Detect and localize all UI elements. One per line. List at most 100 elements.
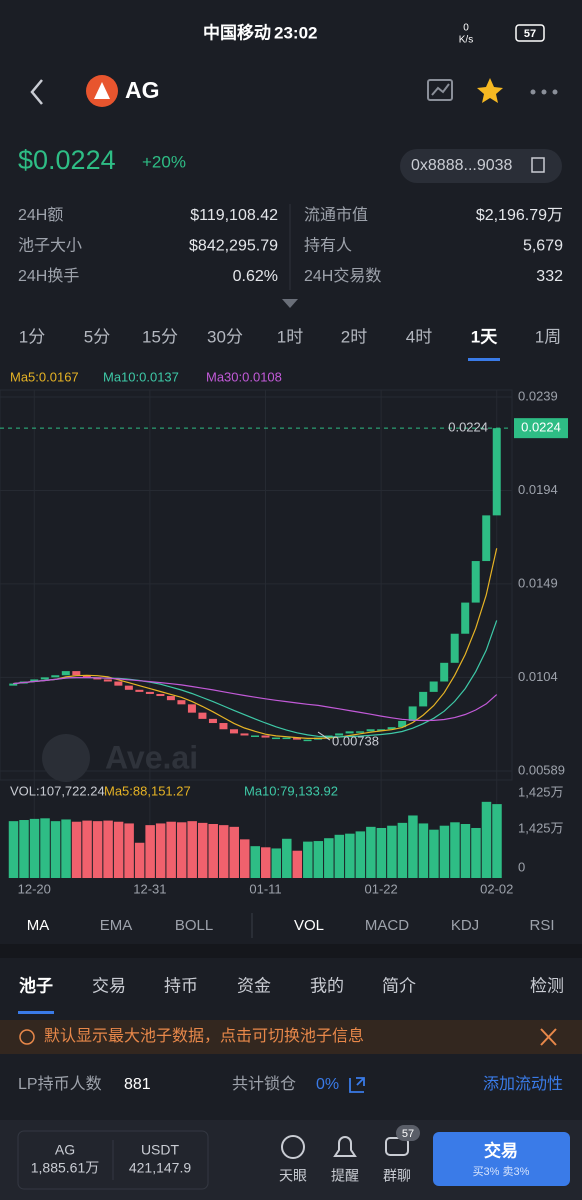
- volume-bar: [71, 821, 82, 878]
- section-tab[interactable]: 池子: [19, 975, 53, 995]
- favorite-star[interactable]: [477, 78, 503, 103]
- notice-text[interactable]: 默认显示最大池子数据，点击可切换池子信息: [44, 1027, 364, 1045]
- candle-body: [356, 731, 365, 733]
- section-underline: [18, 1011, 54, 1014]
- volume-bar: [271, 848, 282, 878]
- volume-bar: [450, 822, 460, 878]
- carrier: 中国移动: [203, 22, 271, 42]
- volume-bar: [303, 841, 313, 878]
- indicator-tab[interactable]: VOL: [294, 917, 324, 934]
- section-tab[interactable]: 简介: [382, 976, 416, 995]
- candle-body: [429, 681, 438, 692]
- address-pill[interactable]: [400, 149, 562, 183]
- candle-body: [377, 729, 386, 731]
- stat-label: 24H交易数: [304, 267, 381, 285]
- min-price-label: 0.00738: [332, 733, 379, 748]
- volume-bar: [134, 842, 145, 878]
- notice-close[interactable]: [540, 1028, 557, 1046]
- link-icon[interactable]: [349, 1077, 365, 1093]
- candle-body: [282, 737, 291, 740]
- stat-value: 5,679: [523, 238, 563, 255]
- volume-bar: [40, 818, 50, 878]
- timeframe-tab[interactable]: 30分: [207, 327, 243, 346]
- bottom-icon-label[interactable]: 提醒: [331, 1168, 359, 1184]
- chat-icon[interactable]: [385, 1137, 409, 1156]
- indicator-tab[interactable]: EMA: [100, 917, 133, 934]
- timeframe-tab[interactable]: 1分: [19, 327, 45, 346]
- bottom-icon-label[interactable]: 群聊: [383, 1168, 411, 1184]
- volume-bar: [408, 815, 418, 878]
- x-tick-label: 01-11: [249, 881, 281, 896]
- section-tab[interactable]: 交易: [92, 976, 126, 995]
- section-tab[interactable]: 资金: [237, 976, 271, 995]
- bell-icon[interactable]: [333, 1136, 357, 1157]
- eye-icon[interactable]: [281, 1135, 305, 1159]
- bottom-icon-label[interactable]: 天眼: [279, 1168, 307, 1184]
- volume-bar: [261, 847, 271, 878]
- ma-legend: Ma30:0.0108: [206, 369, 282, 384]
- detect-tab[interactable]: 检测: [530, 976, 564, 995]
- candle-body: [51, 675, 60, 678]
- volume-bar: [187, 821, 197, 878]
- volume-bar: [418, 823, 429, 878]
- volume-bar: [387, 825, 397, 878]
- trade-fees: 买3% 卖3%: [473, 1165, 530, 1178]
- volume-bar: [460, 824, 471, 878]
- timeframe-tab[interactable]: 1天: [471, 327, 498, 346]
- trade-button[interactable]: [433, 1132, 570, 1186]
- y-tick-label: 0.0194: [518, 482, 558, 497]
- indicator-tab[interactable]: MACD: [365, 917, 409, 934]
- back-button[interactable]: [30, 79, 43, 105]
- candle-body: [492, 428, 501, 516]
- trade-label[interactable]: 交易: [484, 1140, 518, 1160]
- x-tick-label: 01-22: [365, 881, 398, 896]
- vol-tick-label: 1,425万: [518, 820, 564, 835]
- indicator-tab[interactable]: MA: [27, 917, 50, 934]
- pair-symbol: USDT: [141, 1142, 180, 1158]
- notice-icon: [19, 1029, 35, 1045]
- x-tick-label: 02-02: [480, 881, 513, 896]
- expand-arrow[interactable]: [282, 299, 298, 308]
- x-tick-label: 12-20: [18, 881, 51, 896]
- timeframe-tab[interactable]: 1时: [277, 327, 303, 346]
- candle-body: [440, 662, 449, 682]
- timeframe-tab[interactable]: 2时: [341, 327, 367, 346]
- indicator-tab[interactable]: RSI: [529, 917, 554, 934]
- timeframe-tab[interactable]: 4时: [406, 327, 432, 346]
- ma-legend: Ma10:0.0137: [103, 369, 179, 384]
- chart-icon[interactable]: [427, 79, 453, 101]
- candle-body: [40, 677, 49, 680]
- last-price-tag: 0.0224: [521, 420, 561, 435]
- token-logo-mark: [94, 82, 110, 99]
- timeframe-tab[interactable]: 5分: [84, 327, 110, 346]
- timeframe-tab[interactable]: 1周: [535, 327, 561, 346]
- copy-icon[interactable]: [531, 157, 545, 173]
- indicator-tab[interactable]: KDJ: [451, 917, 479, 934]
- watermark: Ave.ai: [105, 739, 198, 775]
- y-tick-label: 0.0104: [518, 669, 558, 684]
- volume-bar: [481, 801, 492, 878]
- section-tab[interactable]: 我的: [310, 976, 344, 995]
- watermark-logo: [42, 734, 90, 782]
- candle-body: [450, 633, 459, 663]
- ma-legend: Ma5:0.0167: [10, 369, 79, 384]
- timeframe-tab[interactable]: 15分: [142, 327, 178, 346]
- section-tab[interactable]: 持币: [164, 976, 198, 995]
- add-liquidity[interactable]: 添加流动性: [483, 1075, 563, 1093]
- volume-bar: [282, 838, 292, 878]
- candle-body: [114, 681, 123, 686]
- price-change: +20%: [142, 152, 186, 171]
- stat-label: 流通市值: [304, 206, 368, 224]
- volume-bar: [397, 822, 408, 878]
- badge-count: 57: [402, 1128, 414, 1140]
- last-price-box: [514, 418, 568, 439]
- volume-bar: [145, 825, 155, 878]
- candle-body: [335, 733, 344, 736]
- candle-body: [419, 691, 428, 707]
- volume-bar: [250, 846, 260, 878]
- indicator-tab[interactable]: BOLL: [175, 917, 213, 934]
- volume-bar: [166, 821, 176, 878]
- token-address[interactable]: 0x8888...9038: [411, 157, 513, 174]
- more-menu[interactable]: [530, 89, 558, 95]
